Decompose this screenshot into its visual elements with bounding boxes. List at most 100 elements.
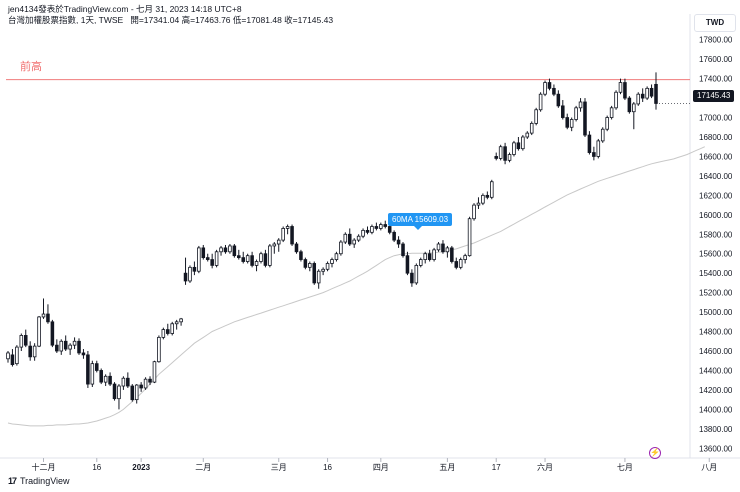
- candle-body: [192, 266, 197, 272]
- y-tick-label: 13800.00: [699, 425, 733, 434]
- candle-body: [50, 321, 55, 346]
- candle-body: [72, 340, 77, 346]
- candle-body: [516, 142, 521, 150]
- candle-body: [654, 83, 658, 104]
- candle-body: [450, 247, 454, 262]
- candle-body: [223, 247, 228, 253]
- candle-body: [112, 383, 117, 400]
- candle-body: [490, 181, 494, 198]
- candle-body: [81, 352, 86, 356]
- candle-body: [241, 257, 246, 262]
- candle-body: [63, 340, 68, 350]
- candle-body: [179, 318, 183, 323]
- x-tick-label: 八月: [701, 463, 717, 472]
- candle-body: [569, 119, 574, 128]
- candle-body: [552, 87, 556, 95]
- candle-body: [276, 239, 281, 245]
- x-tick-label: 二月: [195, 463, 211, 472]
- candle-body: [321, 268, 325, 272]
- candle-body: [614, 91, 618, 109]
- y-tick-label: 14800.00: [699, 328, 733, 337]
- candle-body: [627, 97, 632, 113]
- currency-button[interactable]: TWD: [694, 14, 736, 32]
- candle-body: [556, 93, 561, 107]
- candle-body: [19, 335, 24, 348]
- candle-body: [250, 255, 254, 266]
- candle-body: [316, 270, 321, 284]
- candle-body: [454, 261, 459, 268]
- candle-body: [405, 255, 410, 274]
- candle-body: [166, 329, 170, 334]
- x-tick-label: 六月: [537, 462, 553, 472]
- candle-body: [636, 93, 641, 105]
- candle-body: [334, 253, 339, 260]
- candle-body: [592, 152, 596, 157]
- candle-body: [237, 255, 241, 259]
- candle-body: [330, 259, 334, 264]
- candle-body: [494, 156, 498, 159]
- candle-body: [427, 253, 432, 260]
- y-tick-label: 17400.00: [699, 75, 733, 84]
- y-tick-label: 16600.00: [699, 152, 733, 161]
- candle-body: [99, 370, 103, 383]
- candle-body: [77, 340, 81, 354]
- y-tick-label: 17600.00: [699, 55, 733, 64]
- chart-header: jen4134發表於TradingView.com - 七月 31, 2023 …: [8, 4, 333, 26]
- candle-body: [130, 385, 135, 401]
- candle-body: [596, 140, 601, 157]
- candle-body: [574, 107, 578, 120]
- y-tick-label: 15600.00: [699, 250, 733, 259]
- tradingview-logo-icon[interactable]: 17: [8, 476, 17, 486]
- candle-body: [303, 259, 308, 268]
- last-price-tag: 17145.43: [693, 90, 735, 102]
- x-tick-label: 2023: [132, 463, 150, 472]
- candle-body: [379, 224, 383, 229]
- candle-body: [485, 194, 490, 198]
- candle-body: [294, 243, 299, 253]
- candle-body: [281, 228, 285, 241]
- x-tick-label: 三月: [271, 463, 287, 472]
- candle-body: [134, 384, 139, 401]
- candle-body: [436, 243, 441, 251]
- candle-body: [205, 257, 210, 260]
- tradingview-logo-text[interactable]: TradingView: [20, 476, 70, 486]
- candle-body: [32, 345, 37, 358]
- candle-body: [126, 377, 130, 387]
- candle-body: [356, 235, 361, 241]
- symbol-label[interactable]: 台灣加權股票指數, 1天, TWSE: [8, 15, 124, 25]
- candle-body: [143, 378, 148, 389]
- lightning-icon[interactable]: ⚡: [649, 447, 661, 459]
- candle-body: [210, 259, 214, 266]
- y-tick-label: 14200.00: [699, 386, 733, 395]
- candle-body: [561, 105, 565, 118]
- candle-body: [15, 346, 19, 365]
- ohlc-values: 開=17341.04 高=17463.76 低=17081.48 收=17145…: [130, 15, 334, 25]
- candle-body: [41, 313, 46, 318]
- candle-body: [139, 384, 143, 389]
- x-tick-label: 五月: [439, 463, 455, 472]
- ma-line: [7, 146, 706, 427]
- candle-body: [183, 272, 188, 282]
- candle-body: [525, 132, 530, 138]
- candle-body: [23, 335, 28, 346]
- candle-body: [343, 233, 348, 243]
- candle-body: [6, 352, 10, 360]
- candle-body: [254, 261, 259, 266]
- candle-body: [600, 128, 605, 142]
- candle-body: [148, 378, 152, 383]
- candle-body: [285, 226, 290, 229]
- candle-body: [618, 82, 623, 93]
- candle-body: [312, 263, 317, 284]
- candle-body: [161, 329, 166, 338]
- candle-body: [392, 231, 396, 241]
- symbol-ohlc-line: 台灣加權股票指數, 1天, TWSE 開=17341.04 高=17463.76…: [8, 15, 333, 26]
- candle-body: [339, 241, 343, 255]
- candle-body: [290, 226, 294, 245]
- candle-body: [401, 243, 405, 257]
- x-tick-label: 17: [492, 463, 501, 472]
- y-tick-label: 15200.00: [699, 289, 733, 298]
- candle-body: [498, 146, 503, 159]
- candle-body: [157, 336, 161, 363]
- candle-body: [463, 255, 467, 260]
